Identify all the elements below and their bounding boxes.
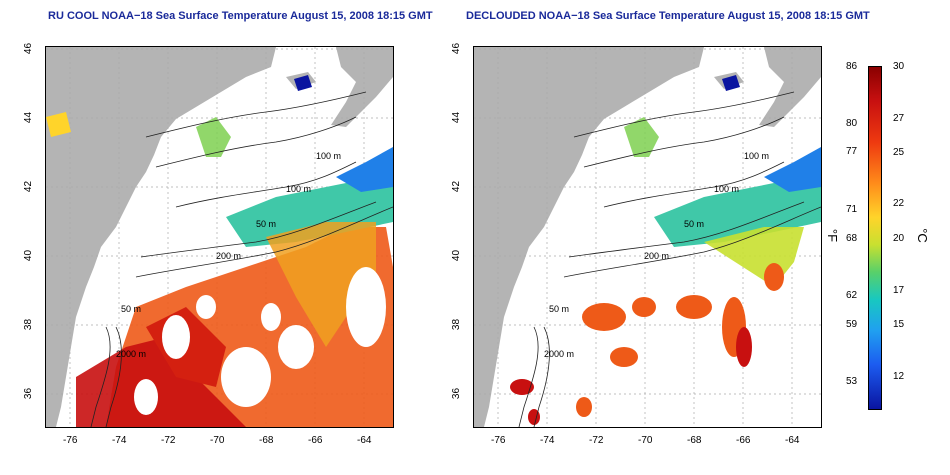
y-tick: 44	[451, 111, 463, 124]
fahrenheit-tick: 71	[846, 204, 858, 215]
sst-deep-blue	[294, 75, 312, 91]
celsius-tick: 12	[893, 371, 905, 382]
x-tick: -70	[638, 435, 653, 446]
contour-label-2000m: 2000 m	[116, 349, 146, 359]
x-tick: -74	[540, 435, 555, 446]
sst-gulf-maine	[196, 117, 231, 157]
celsius-tick: 30	[893, 61, 905, 72]
celsius-tick: 20	[893, 233, 905, 244]
sst-gulf-maine	[624, 117, 659, 157]
y-tick: 40	[23, 249, 35, 262]
nova-scotia-land	[331, 47, 393, 127]
right-map-panel: 100 m 100 m 50 m 200 m 50 m 2000 m	[473, 46, 822, 428]
land-mass	[474, 47, 704, 427]
y-tick: 46	[451, 42, 463, 55]
fahrenheit-unit-label: °F	[825, 228, 841, 243]
contour-labels: 100 m 100 m 50 m 200 m 50 m 2000 m	[116, 151, 341, 359]
contour-label-100m-upper: 100 m	[316, 151, 341, 161]
right-panel-title: DECLOUDED NOAA−18 Sea Surface Temperatur…	[466, 10, 870, 22]
contour-label-100m-upper: 100 m	[744, 151, 769, 161]
y-tick: 44	[23, 111, 35, 124]
sst-hot-patches	[510, 327, 752, 425]
fahrenheit-tick: 62	[846, 290, 858, 301]
y-tick: 36	[451, 387, 463, 400]
x-tick: -64	[785, 435, 800, 446]
contour-label-200m: 200 m	[216, 251, 241, 261]
nova-scotia-land	[759, 47, 821, 127]
left-map-canvas: 100 m 100 m 50 m 200 m 50 m 2000 m	[46, 47, 393, 427]
temperature-colorbar	[868, 66, 882, 410]
contour-label-50m: 50 m	[684, 219, 704, 229]
x-tick: -64	[357, 435, 372, 446]
sst-mid-region	[266, 222, 376, 347]
contour-label-100m-lower: 100 m	[714, 184, 739, 194]
y-tick: 38	[451, 318, 463, 331]
fahrenheit-tick: 53	[846, 376, 858, 387]
fahrenheit-tick: 68	[846, 233, 858, 244]
sst-yellow-patch	[46, 112, 71, 137]
celsius-tick: 22	[893, 198, 905, 209]
fahrenheit-tick: 80	[846, 118, 858, 129]
cloud-mask	[134, 267, 386, 415]
x-tick: -76	[63, 435, 78, 446]
celsius-tick: 17	[893, 285, 905, 296]
x-tick: -72	[589, 435, 604, 446]
land-mass	[46, 47, 276, 427]
sst-cold-region	[336, 147, 393, 192]
x-tick: -66	[736, 435, 751, 446]
fahrenheit-tick: 77	[846, 146, 858, 157]
x-tick: -72	[161, 435, 176, 446]
right-map-canvas: 100 m 100 m 50 m 200 m 50 m 2000 m	[474, 47, 821, 427]
left-panel-title: RU COOL NOAA−18 Sea Surface Temperature …	[48, 10, 433, 22]
y-tick: 40	[451, 249, 463, 262]
celsius-tick: 15	[893, 319, 905, 330]
sst-cold-region	[764, 147, 821, 192]
x-tick: -66	[308, 435, 323, 446]
y-tick: 36	[23, 387, 35, 400]
contour-label-50m-south: 50 m	[549, 304, 569, 314]
bathymetry-contours	[518, 91, 821, 427]
contour-label-2000m: 2000 m	[544, 349, 574, 359]
x-tick: -76	[491, 435, 506, 446]
fahrenheit-tick: 59	[846, 319, 858, 330]
x-tick: -74	[112, 435, 127, 446]
x-tick: -68	[259, 435, 274, 446]
sst-deep-blue	[722, 75, 740, 91]
left-map-panel: 100 m 100 m 50 m 200 m 50 m 2000 m	[45, 46, 394, 428]
celsius-tick: 27	[893, 113, 905, 124]
sst-hot-region	[76, 337, 246, 427]
bathymetry-contours	[90, 91, 393, 427]
y-tick: 46	[23, 42, 35, 55]
contour-label-200m: 200 m	[644, 251, 669, 261]
contour-label-50m: 50 m	[256, 219, 276, 229]
celsius-unit-label: °C	[914, 228, 930, 243]
x-tick: -68	[687, 435, 702, 446]
x-tick: -70	[210, 435, 225, 446]
fahrenheit-tick: 86	[846, 61, 858, 72]
celsius-tick: 25	[893, 147, 905, 158]
contour-label-100m-lower: 100 m	[286, 184, 311, 194]
y-tick: 38	[23, 318, 35, 331]
contour-label-50m-south: 50 m	[121, 304, 141, 314]
contour-labels: 100 m 100 m 50 m 200 m 50 m 2000 m	[544, 151, 769, 359]
y-tick: 42	[23, 180, 35, 193]
y-tick: 42	[451, 180, 463, 193]
